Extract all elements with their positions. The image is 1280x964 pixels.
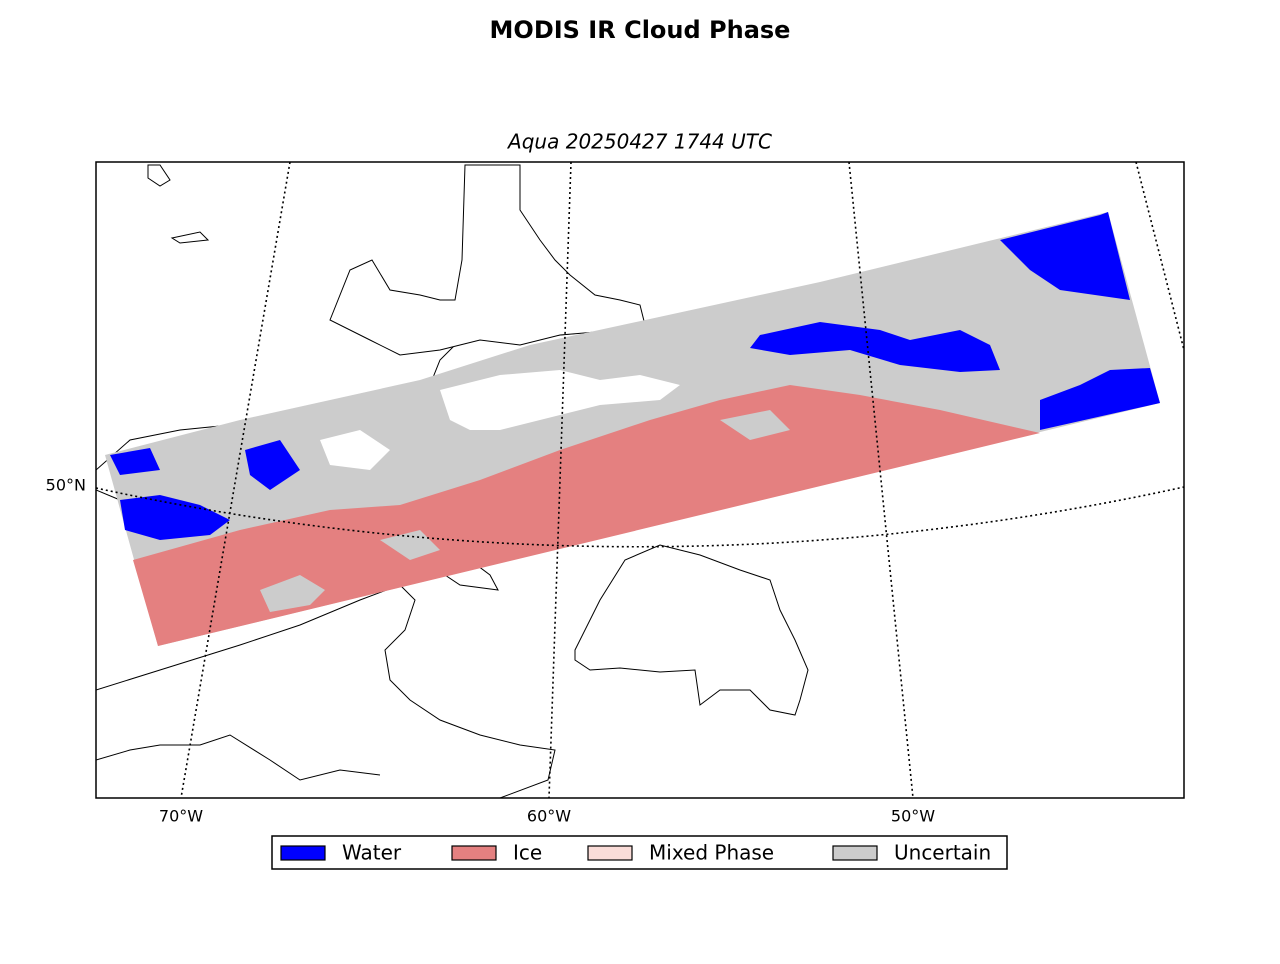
title: MODIS IR Cloud Phase	[490, 16, 791, 44]
uncertain-region	[260, 410, 790, 612]
legend-items: Water Ice Mixed Phase Uncertain	[280, 841, 991, 865]
legend-label: Uncertain	[894, 841, 991, 865]
water-region	[110, 212, 1160, 540]
clear-region	[320, 370, 680, 470]
latitude-label: 50°N	[46, 476, 86, 495]
longitude-label: 70°W	[159, 807, 203, 826]
swath	[105, 212, 1160, 646]
longitude-label: 60°W	[527, 807, 571, 826]
subtitle: Aqua 20250427 1744 UTC	[506, 130, 772, 154]
graticule	[96, 162, 1184, 798]
legend	[271, 835, 1008, 870]
longitude-label: 50°W	[891, 807, 935, 826]
legend-label: Ice	[513, 841, 542, 865]
legend-swatch	[587, 845, 633, 861]
map-area	[96, 162, 1184, 798]
legend-label: Mixed Phase	[649, 841, 774, 865]
legend-swatch	[280, 845, 326, 861]
legend-swatch	[451, 845, 497, 861]
legend-swatch	[832, 845, 878, 861]
map-frame	[95, 161, 1185, 799]
ice-region	[133, 385, 1040, 646]
legend-label: Water	[342, 841, 402, 865]
